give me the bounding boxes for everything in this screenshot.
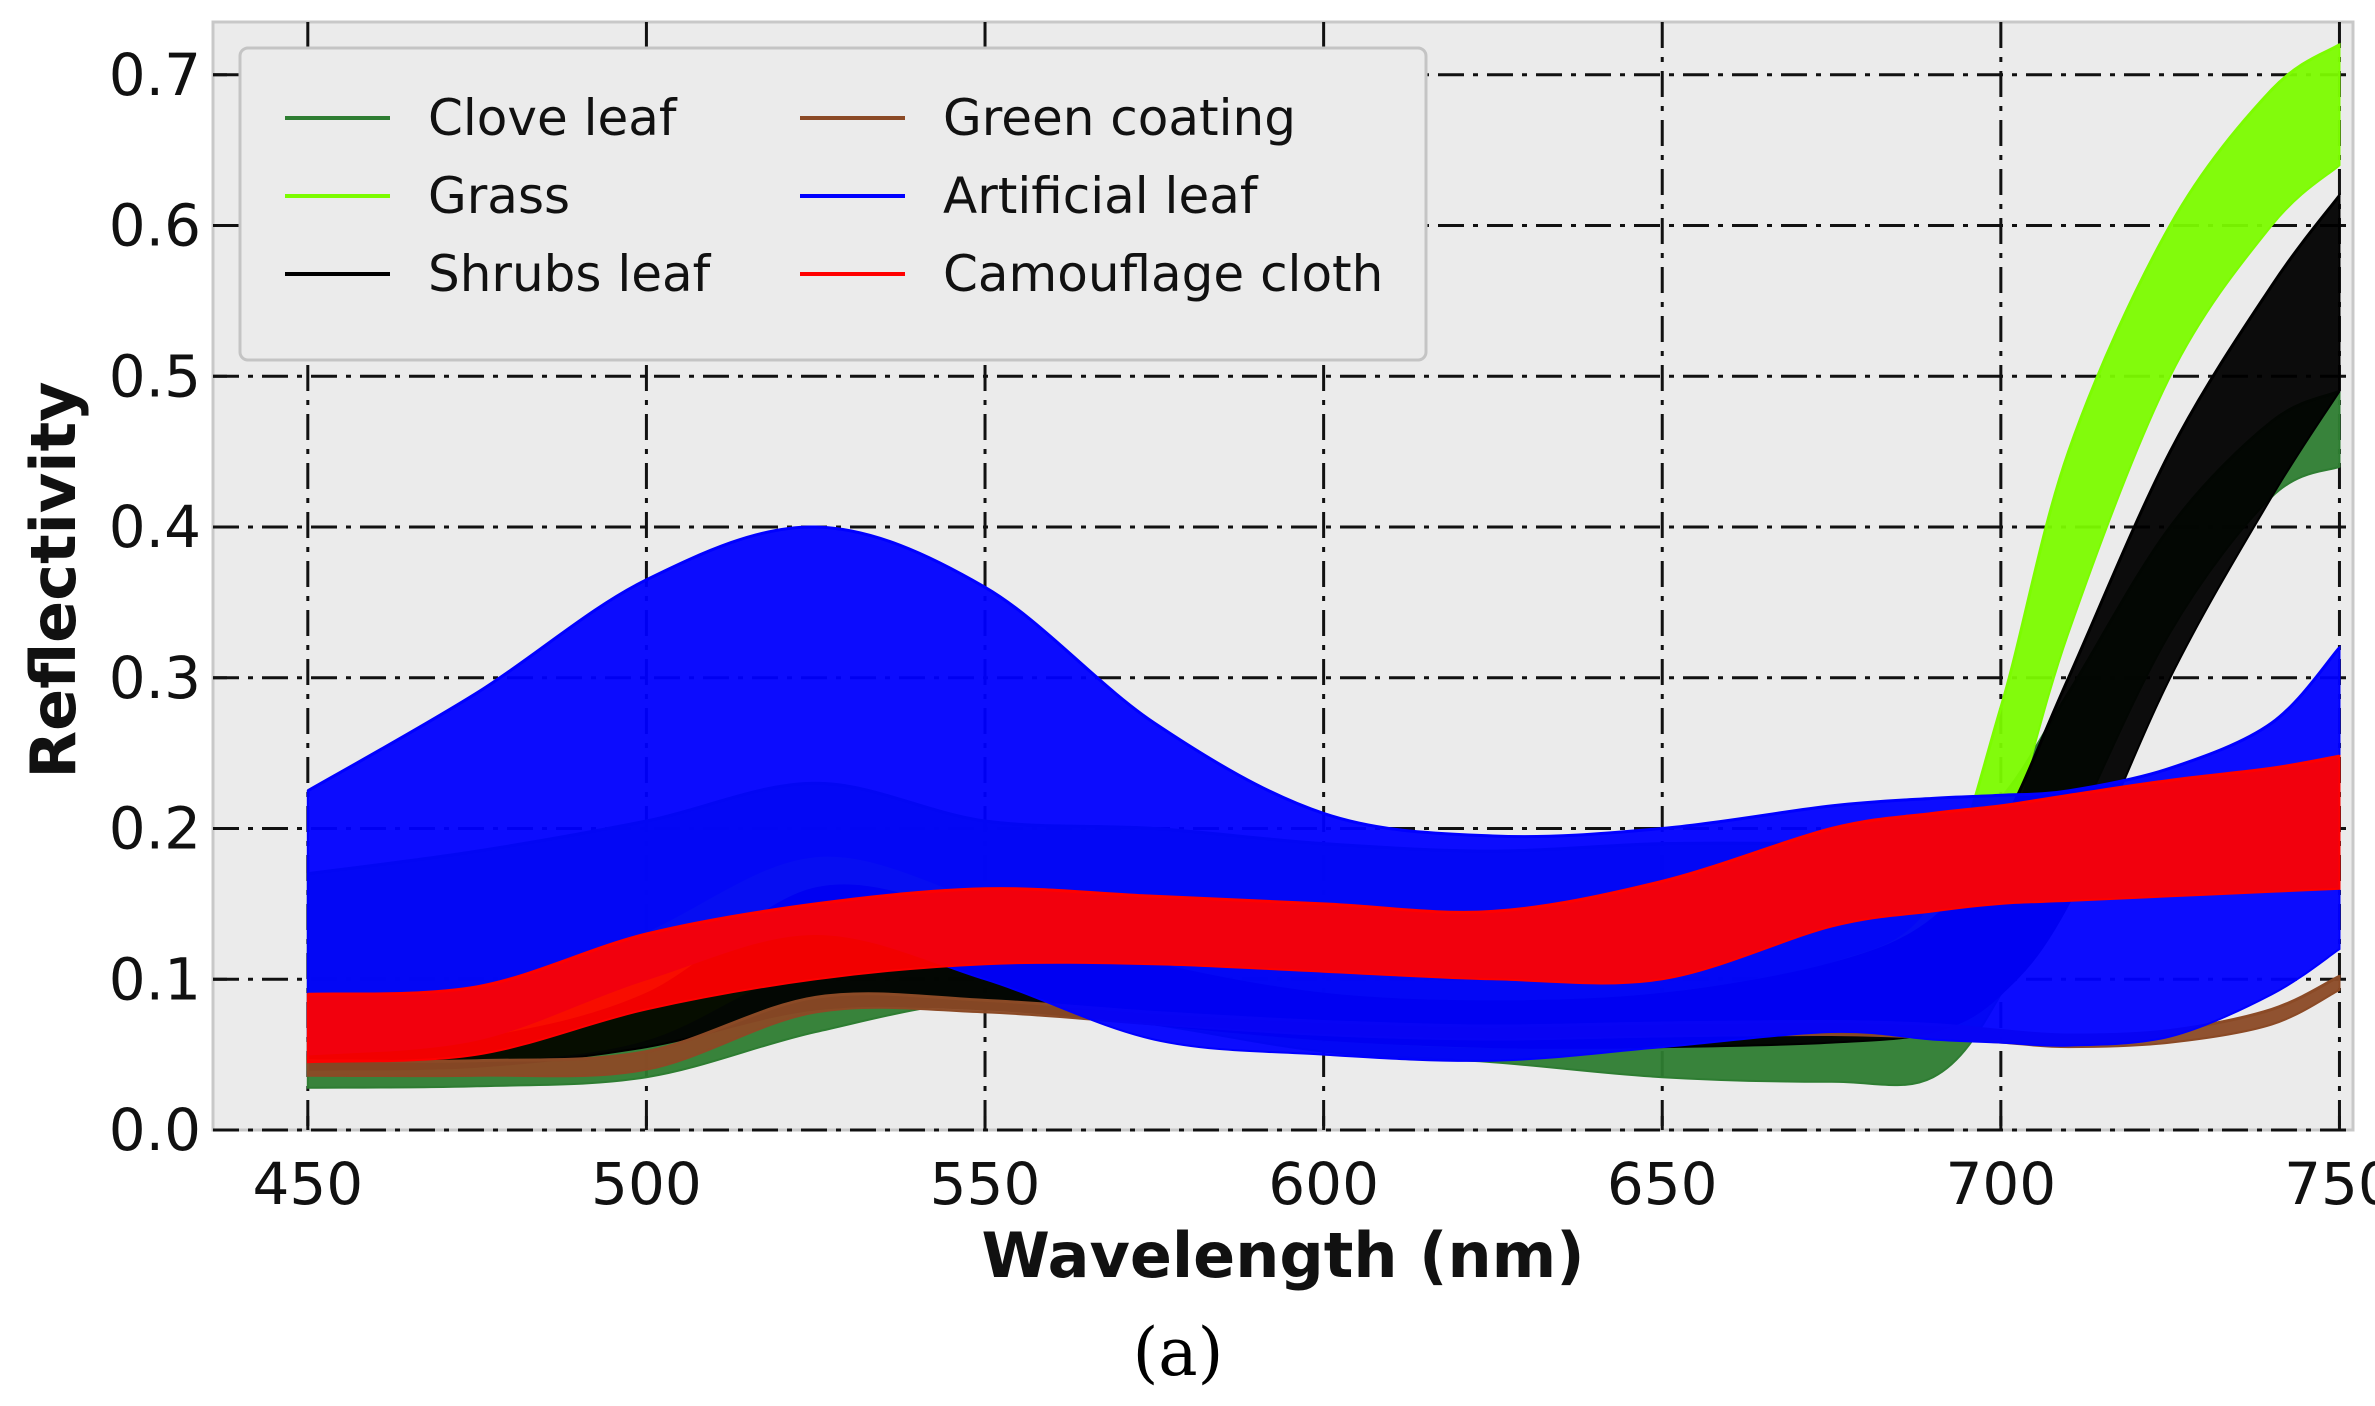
legend-label: Camouflage cloth <box>943 245 1383 303</box>
legend-label: Grass <box>428 167 570 225</box>
y-tick-label: 0.5 <box>109 342 201 410</box>
y-tick-label: 0.6 <box>109 192 201 260</box>
legend-label: Shrubs leaf <box>428 245 712 303</box>
legend-entry-camouflage-cloth: Camouflage cloth <box>800 245 1383 303</box>
legend-entry-green-coating: Green coating <box>800 89 1296 147</box>
x-axis-title: Wavelength (nm) <box>981 1219 1584 1292</box>
y-tick-label: 0.1 <box>109 945 201 1013</box>
upper-line-camouflage-cloth <box>307 754 2340 996</box>
legend-entry-grass: Grass <box>285 167 570 225</box>
x-tick-label: 500 <box>591 1150 702 1218</box>
y-tick-label: 0.3 <box>109 644 201 712</box>
legend-entry-clove-leaf: Clove leaf <box>285 89 678 147</box>
legend-label: Clove leaf <box>428 89 678 147</box>
y-tick-label: 0.4 <box>109 493 201 561</box>
x-tick-label: 650 <box>1607 1150 1718 1218</box>
x-tick-label: 600 <box>1268 1150 1379 1218</box>
y-tick-label: 0.0 <box>109 1096 201 1164</box>
legend-entry-shrubs-leaf: Shrubs leaf <box>285 245 712 303</box>
figure-caption: (a) <box>1133 1314 1224 1391</box>
y-axis-title: Reflectivity <box>17 381 90 778</box>
x-tick-label: 550 <box>930 1150 1041 1218</box>
x-tick-label: 700 <box>1945 1150 2056 1218</box>
series-bands <box>306 42 2341 1089</box>
upper-line-artificial-leaf <box>307 525 2341 839</box>
legend-box <box>238 46 1428 362</box>
legend: Clove leaf Grass Shrubs leaf Green coati… <box>238 46 1428 362</box>
y-tick-label: 0.7 <box>109 41 201 109</box>
legend-label: Green coating <box>943 89 1296 147</box>
y-tick-label: 0.2 <box>109 795 201 863</box>
x-tick-label: 750 <box>2284 1150 2375 1218</box>
axis-ticks: 450 500 550 600 650 700 750 0.0 0.1 0.2 0.3 0.4 0.5 0… <box>109 41 2375 1218</box>
legend-label: Artificial leaf <box>943 167 1259 225</box>
x-tick-label: 450 <box>252 1150 363 1218</box>
legend-entry-artificial-leaf: Artificial leaf <box>800 167 1259 225</box>
